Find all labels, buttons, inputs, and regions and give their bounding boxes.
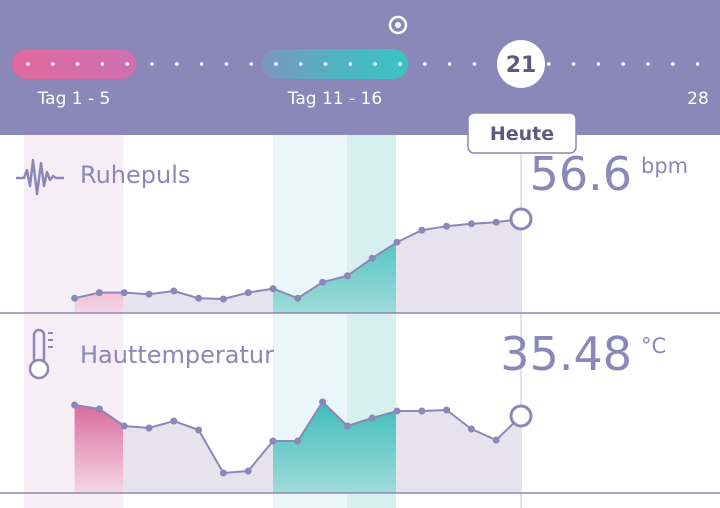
point [319,398,327,406]
point [294,437,302,445]
timeline-dot [571,62,576,66]
point [418,407,426,415]
metric-name: Ruhepuls [80,161,190,189]
point [244,289,252,297]
metric-unit: bpm [641,154,688,178]
point [467,220,475,228]
end-day-label: 28 [687,89,709,109]
timeline-dot [150,62,154,66]
point [170,287,178,295]
point [269,437,277,445]
point [145,290,153,298]
point [195,426,203,434]
point [467,425,475,433]
timeline-dot [398,62,402,66]
pulse-icon [16,158,64,196]
today-day: 21 [506,53,537,78]
point [343,422,351,430]
range-label: Tag 11 - 16 [287,89,382,109]
timeline-dot [175,62,179,66]
point [319,278,327,286]
metric-value: 56.6 [530,147,632,201]
metric-unit: °C [641,334,666,358]
point [95,289,103,297]
point [195,294,203,302]
area-period [74,405,123,493]
point [219,469,227,477]
point [120,422,128,430]
period-pill[interactable] [12,49,136,79]
point [145,424,153,432]
point [269,285,277,293]
timeline-dot [125,62,129,66]
point [294,294,302,302]
today-point [509,404,533,428]
timeline-dot [299,62,303,66]
timeline-dot [447,62,452,66]
fertile-pill[interactable] [262,49,408,79]
today-label: Heute [490,123,554,145]
today-badge [467,112,577,154]
timeline-dot [51,62,55,66]
timeline-dot [671,62,675,66]
point [170,417,178,425]
timeline-dot [323,62,328,66]
timeline-dot [621,62,625,66]
point [393,407,401,415]
point [95,405,103,413]
point [219,295,227,303]
timeline-dot [596,62,601,66]
thermometer-bulb [28,358,50,380]
timeline-dot [472,62,477,66]
timeline-dot [75,62,80,66]
range-label: Tag 1 - 5 [37,89,111,109]
metric-value: 35.48 [500,327,632,381]
timeline-dot [547,62,551,66]
point [393,238,401,246]
point [443,406,451,414]
timeline-dot [100,62,105,66]
timeline-dot [249,62,253,66]
timeline-dot [373,62,378,66]
thermometer-scale [48,332,53,348]
point [120,289,128,297]
timeline-dot [423,62,427,66]
point [343,272,351,280]
timeline-dot [274,62,278,66]
metric-name: Hauttemperatur [80,341,274,369]
timeline-dot [695,62,700,66]
today-point [509,207,533,231]
timeline-dot [646,62,650,66]
point [492,218,500,226]
point [443,222,451,230]
timeline-dot [199,62,204,66]
today-circle[interactable] [497,40,545,88]
ovulation-icon [388,15,408,35]
area-period [74,292,123,313]
ovulation-icon-dot [395,22,401,28]
timeline-dot [26,62,30,66]
point [71,401,79,409]
area [74,219,521,313]
point [368,414,376,422]
point [492,436,500,444]
point [244,467,252,475]
area-fertile [273,402,396,493]
timeline-dot [348,62,353,66]
timeline-dot [224,62,229,66]
point [368,254,376,262]
point [418,226,426,234]
point [71,294,79,302]
